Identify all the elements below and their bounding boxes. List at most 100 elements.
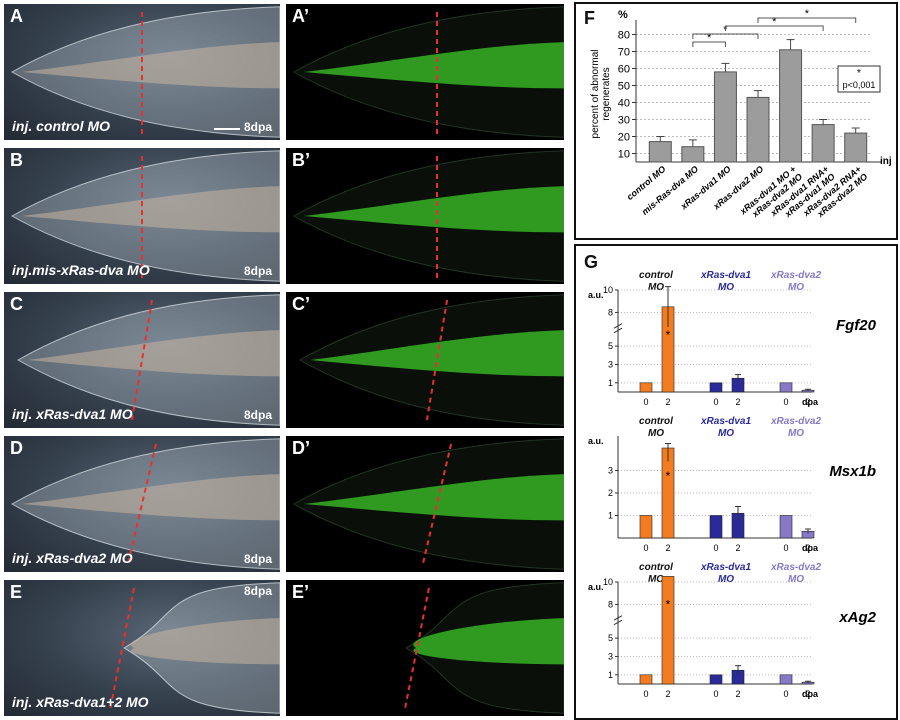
- y-tick-label: 70: [618, 47, 630, 59]
- y-tick-label: 2: [608, 488, 613, 498]
- tadpole-tail-image: [403, 582, 564, 714]
- amputation-line: [425, 299, 449, 421]
- tadpole-tail-image: [298, 294, 564, 426]
- panel-label: C: [10, 294, 23, 314]
- x-tick-label: 0: [713, 543, 718, 553]
- amputation-line: [109, 587, 135, 711]
- tadpole-tail-image: [16, 294, 280, 426]
- tadpole-tail-image: [292, 438, 564, 570]
- amputation-line: [421, 443, 453, 565]
- bar: [779, 49, 803, 163]
- panel-g: G control MO xRas-dva1 MO xRas-dva2 MO a.u. 1 3 5…: [574, 244, 898, 720]
- x-tick-label: mis-Ras-dva MO: [640, 164, 700, 217]
- bar: [681, 146, 705, 163]
- x-tick-label: 0: [643, 543, 648, 553]
- bar: [844, 132, 868, 163]
- bar: [639, 382, 653, 393]
- bar: [779, 382, 793, 393]
- bar: [746, 96, 770, 163]
- x-tick-label: 2: [665, 689, 670, 699]
- x-axis-end-label: inj: [880, 156, 892, 167]
- group-label: xRas-dva2 MO: [770, 270, 821, 293]
- x-unit: dpa: [802, 543, 819, 553]
- axis-break: [613, 619, 623, 626]
- y-tick-label: 1: [608, 511, 613, 521]
- x-tick-label: 0: [643, 689, 648, 699]
- y-tick-label: 60: [618, 64, 630, 76]
- x-tick-label: 0: [783, 543, 788, 553]
- y-tick-label: 40: [618, 98, 630, 110]
- bar: [779, 674, 793, 685]
- gene-name: Fgf20: [836, 317, 877, 334]
- y-tick-label: 10: [603, 577, 613, 587]
- y-unit: a.u.: [588, 582, 604, 592]
- panel-f-label: F: [584, 8, 595, 28]
- panel-label: B: [10, 150, 23, 170]
- x-unit: dpa: [802, 689, 819, 699]
- panel-caption: inj. control MO: [12, 118, 110, 134]
- panel-label: A: [10, 6, 23, 26]
- x-tick-label: 2: [805, 689, 810, 699]
- significance-bracket: [692, 33, 759, 39]
- x-tick-label: 0: [643, 397, 648, 407]
- group-label: control MO: [639, 270, 673, 293]
- y-tick-label: 5: [608, 633, 613, 643]
- group-label: xRas-dva1 MO: [700, 562, 751, 585]
- tadpole-tail-image: [292, 150, 564, 282]
- tadpole-tail-image: [10, 150, 280, 282]
- bar: [709, 515, 723, 539]
- panel-caption: inj. xRas-dva1 MO: [12, 406, 133, 422]
- axis-break: [613, 615, 623, 621]
- y-tick-label: 80: [618, 30, 630, 42]
- x-tick-label: 2: [735, 397, 740, 407]
- x-tick-label: 2: [805, 397, 810, 407]
- amputation-line: [127, 443, 157, 565]
- group-label: xRas-dva2 MO: [770, 416, 821, 439]
- panel-g-label: G: [584, 252, 599, 272]
- panel-label: D: [10, 438, 23, 458]
- photo-panel-b-prime: B’: [286, 148, 564, 284]
- group-label: xRas-dva1 MO: [700, 416, 751, 439]
- dpa-label: 8dpa: [243, 552, 272, 566]
- significance-star: *: [805, 8, 810, 20]
- y-tick-label: 30: [618, 115, 630, 127]
- x-tick-label: 0: [713, 689, 718, 699]
- p-value-text: p<0,001: [843, 80, 876, 90]
- dpa-label: 8dpa: [243, 264, 272, 278]
- y-tick-label: 3: [608, 359, 613, 369]
- y-tick-label: 1: [608, 670, 613, 680]
- gene-name: Msx1b: [829, 463, 876, 480]
- p-value-star: *: [857, 68, 861, 79]
- y-tick-label: 1: [608, 378, 613, 388]
- bar: [639, 515, 653, 539]
- panel-label: B’: [292, 150, 310, 170]
- photo-panel-c-prime: C’: [286, 292, 564, 428]
- panel-g-charts: control MO xRas-dva1 MO xRas-dva2 MO a.u. 1 3 5 8 1…: [588, 270, 877, 699]
- significance-star: *: [666, 469, 671, 483]
- bar: [709, 674, 723, 685]
- y-tick-label: 10: [618, 149, 630, 161]
- dpa-label: 8dpa: [243, 584, 272, 598]
- significance-star: *: [666, 328, 671, 342]
- y-tick-label: 3: [608, 466, 613, 476]
- panel-label: E’: [292, 582, 310, 602]
- photo-panel-a-prime: A’: [286, 4, 564, 140]
- x-tick-label: 2: [735, 543, 740, 553]
- panel-f-chart: % 10 20 30 40 50 60 70 80 inj percent of abnormalr…: [590, 8, 892, 220]
- photo-panel-d-prime: D’: [286, 436, 564, 572]
- dpa-label: 8dpa: [243, 408, 272, 422]
- dpa-label: 8dpa: [243, 120, 272, 134]
- panel-label: A’: [292, 6, 310, 26]
- group-label: control MO: [639, 562, 673, 585]
- panel-caption: inj.mis-xRas-dva MO: [12, 262, 150, 278]
- x-tick-label: 0: [713, 397, 718, 407]
- amputation-line: [131, 299, 153, 421]
- x-tick-label: 2: [665, 397, 670, 407]
- y-tick-label: 5: [608, 341, 613, 351]
- photo-panel-e-prime: E’: [286, 580, 564, 716]
- y-unit: a.u.: [588, 290, 604, 300]
- axis-break: [613, 323, 623, 329]
